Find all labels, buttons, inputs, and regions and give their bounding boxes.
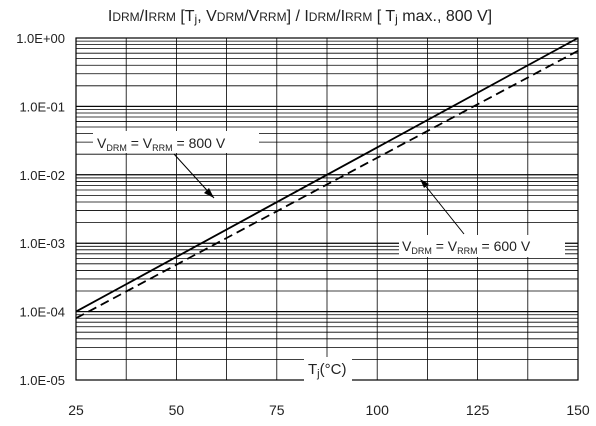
y-tick-label: 1.0E-01 (19, 99, 65, 114)
title-i-prefix: I (108, 8, 112, 25)
annotation-800v-value: = 800 V (173, 135, 226, 151)
x-tick-label: 75 (269, 402, 285, 418)
annotation-800v-arrowhead (204, 188, 214, 198)
chart-title: IDRM/IRRM [Tj, VDRM/VRRM] / IDRM/IRRM [ … (108, 8, 492, 26)
title-i-rrm: RRM (149, 10, 176, 24)
x-axis-label-text: Tj(°C) (308, 361, 346, 380)
title-slash-2: /V (244, 8, 259, 25)
title-v-drm: DRM (217, 10, 244, 24)
y-tick-label: 1.0E+00 (16, 31, 65, 46)
title-j2: j (394, 12, 398, 26)
title-end1: [ T (372, 8, 395, 25)
annotation-600v-value: = 600 V (478, 238, 531, 254)
annotation-800v-bg (93, 131, 259, 153)
tick-labels: 25 50 75 100 125 150 1.0E-05 1.0E-04 1.0E-03 1.0E… (16, 31, 590, 418)
annotation-600v-arrow (423, 183, 465, 235)
title-i-drm: DRM (112, 10, 139, 24)
series-line-800v (75, 37, 579, 313)
annotation-800v-sub2: RRM (152, 143, 173, 153)
annotation-600v-bg (399, 235, 565, 257)
x-tick-label: 100 (366, 402, 390, 418)
x-axis-label-sub: j (316, 368, 319, 380)
grid (75, 37, 579, 381)
annotation-600v-label: VDRM = VRRM = 600 V (402, 238, 531, 256)
annotation-600v: VDRM = VRRM = 600 V (399, 179, 565, 257)
x-axis-label: Tj(°C) (304, 357, 352, 381)
annotation-800v-eq: = V (127, 135, 153, 151)
annotation-800v-label: VDRM = VRRM = 800 V (97, 135, 226, 153)
x-tick-label: 25 (68, 402, 84, 418)
annotation-800v: VDRM = VRRM = 800 V (93, 131, 259, 199)
x-axis-label-unit: (°C) (320, 361, 347, 378)
title-v-sep: , V (197, 8, 217, 25)
title-i-rrm2: RRM (345, 10, 372, 24)
title-j: j (194, 12, 198, 26)
title-mid: [T (176, 8, 195, 25)
title-i-drm2: DRM (309, 10, 336, 24)
y-tick-label: 1.0E-03 (19, 236, 65, 251)
annotation-600v-sub1: DRM (411, 246, 432, 256)
title-slash-3: /I (336, 8, 345, 25)
y-tick-label: 1.0E-02 (19, 168, 65, 183)
y-tick-label: 1.0E-05 (19, 373, 65, 388)
annotation-600v-v: V (402, 238, 412, 254)
title-end2: max., 800 V] (398, 8, 492, 25)
annotation-600v-arrowhead (420, 179, 429, 188)
x-axis-label-bg (304, 357, 352, 381)
annotation-600v-sub2: RRM (457, 246, 478, 256)
annotation-800v-sub1: DRM (106, 143, 127, 153)
x-tick-label: 50 (169, 402, 185, 418)
series-line-600v (75, 50, 579, 320)
annotation-800v-v: V (97, 135, 107, 151)
title-v-rrm: RRM (259, 10, 286, 24)
x-tick-label: 125 (466, 402, 490, 418)
y-tick-label: 1.0E-04 (19, 305, 65, 320)
x-tick-label: 150 (566, 402, 590, 418)
title-close: ] / I (287, 8, 309, 25)
x-axis-label-main: T (308, 361, 317, 378)
annotation-600v-eq: = V (432, 238, 458, 254)
series-group (75, 37, 579, 320)
title-slash-1: /I (140, 8, 149, 25)
